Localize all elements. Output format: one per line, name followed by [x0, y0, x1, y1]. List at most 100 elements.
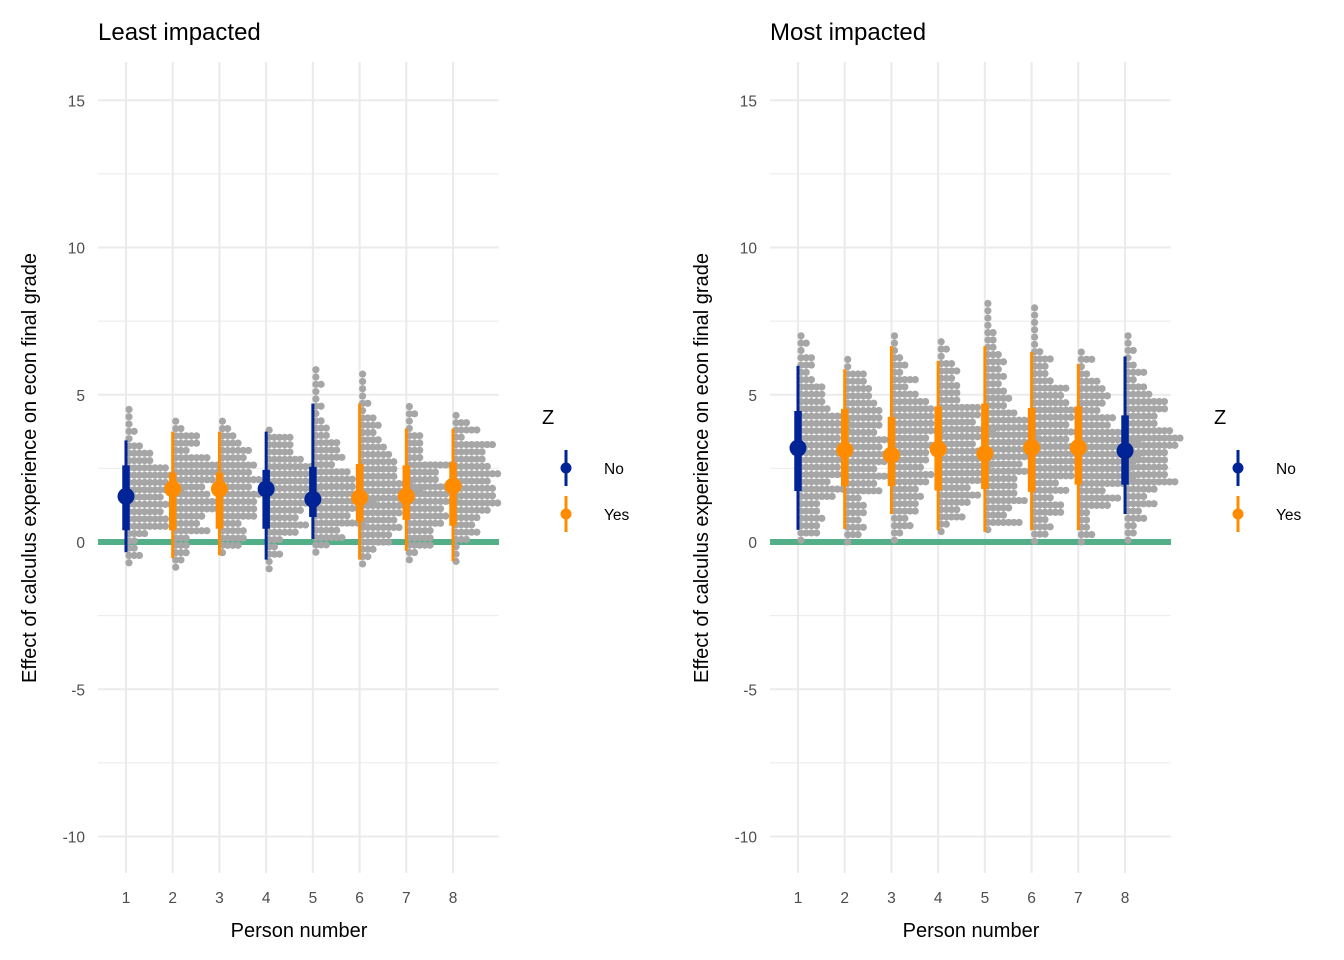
- sample-dot: [968, 433, 976, 441]
- sample-dot: [229, 468, 237, 476]
- sample-dot: [906, 485, 914, 493]
- sample-dot: [947, 381, 956, 390]
- sample-dot: [947, 396, 956, 404]
- sample-dot: [457, 506, 465, 514]
- sample-dot: [813, 463, 821, 471]
- sample-dot: [947, 403, 956, 412]
- sample-dot: [374, 436, 382, 444]
- sample-dot: [141, 449, 149, 457]
- sample-dot: [1057, 391, 1065, 400]
- sample-dot: [963, 418, 971, 426]
- sample-dot: [916, 478, 925, 486]
- sample-dot: [161, 464, 169, 472]
- sample-dot: [994, 475, 1002, 483]
- sample-dot: [870, 472, 878, 480]
- sample-dot: [1124, 536, 1132, 544]
- sample-dot: [823, 419, 831, 428]
- sample-dot: [1036, 369, 1044, 378]
- sample-dot: [275, 484, 284, 493]
- sample-dot: [1134, 368, 1143, 376]
- sample-dot: [807, 522, 816, 530]
- sample-dot: [953, 462, 961, 470]
- sample-dot: [182, 468, 190, 476]
- sample-dot: [275, 492, 284, 500]
- sample-dot: [906, 500, 914, 508]
- sample-dot: [958, 403, 966, 412]
- sample-dot: [854, 516, 862, 524]
- panel-title: Most impacted: [770, 19, 926, 46]
- sample-dot: [896, 427, 904, 435]
- sample-dot: [942, 345, 950, 353]
- sample-dot: [317, 446, 325, 454]
- sample-dot: [864, 399, 873, 407]
- y-axis-title: Effect of calculus experience on econ fi…: [691, 253, 713, 683]
- sample-dot: [942, 476, 950, 485]
- sample-dot: [436, 505, 445, 513]
- sample-dot: [1036, 399, 1044, 407]
- sample-dot: [192, 468, 201, 476]
- sample-dot: [999, 482, 1008, 490]
- sample-dot: [1088, 501, 1096, 509]
- sample-dot: [901, 522, 909, 530]
- sample-dot: [818, 478, 826, 486]
- sample-dot: [849, 385, 857, 393]
- sample-dot: [281, 484, 289, 493]
- sample-dot: [1150, 434, 1158, 442]
- sample-dot: [270, 535, 278, 544]
- sample-dot: [364, 436, 372, 444]
- sample-dot: [864, 392, 873, 400]
- sample-dot: [1082, 370, 1091, 378]
- sample-dot: [457, 448, 465, 456]
- sample-dot: [364, 428, 372, 437]
- sample-dot: [322, 504, 330, 513]
- sample-dot: [364, 545, 372, 553]
- sample-dot: [823, 478, 831, 486]
- sample-dot: [198, 468, 206, 476]
- sample-dot: [488, 484, 497, 492]
- point-estimate-7: [397, 487, 415, 505]
- sample-dot: [338, 468, 346, 476]
- sample-dot: [1046, 442, 1054, 451]
- sample-dot: [1067, 428, 1075, 436]
- sample-dot: [896, 500, 904, 508]
- sample-dot: [1041, 421, 1049, 429]
- sample-dot: [473, 506, 481, 514]
- sample-dot: [968, 440, 976, 448]
- sample-dot: [192, 527, 201, 535]
- sample-dot: [1088, 465, 1096, 473]
- sample-dot: [953, 440, 961, 448]
- sample-dot: [374, 480, 382, 488]
- sample-dot: [359, 560, 367, 568]
- sample-dot: [410, 432, 419, 440]
- sample-dot: [130, 500, 138, 508]
- sample-dot: [385, 501, 393, 510]
- sample-dot: [198, 454, 206, 462]
- sample-dot: [192, 505, 201, 513]
- sample-dot: [896, 529, 904, 537]
- sample-dot: [1036, 530, 1044, 538]
- sample-dot: [379, 443, 387, 451]
- sample-dot: [828, 412, 836, 420]
- sample-dot: [457, 521, 465, 529]
- sample-dot: [1103, 501, 1111, 509]
- sample-dot: [1036, 435, 1044, 443]
- sample-dot: [1088, 406, 1096, 415]
- sample-dot: [989, 387, 997, 395]
- sample-dot: [135, 500, 143, 508]
- sample-dot: [281, 506, 289, 514]
- sample-dot: [457, 470, 465, 478]
- sample-dot: [410, 505, 419, 513]
- sample-dot: [813, 507, 821, 515]
- sample-dot: [828, 463, 836, 471]
- sample-dot: [275, 535, 284, 544]
- sample-dot: [270, 514, 278, 522]
- sample-dot: [864, 414, 873, 422]
- sample-dot: [1145, 500, 1153, 508]
- sample-dot: [172, 424, 180, 433]
- sample-dot: [994, 467, 1002, 475]
- sample-dot: [1129, 390, 1137, 398]
- sample-dot: [890, 522, 899, 530]
- sample-dot: [911, 405, 919, 413]
- sample-dot: [818, 397, 826, 406]
- sample-dot: [1082, 355, 1091, 363]
